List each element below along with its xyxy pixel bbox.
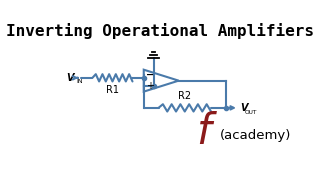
Text: Inverting Operational Amplifiers: Inverting Operational Amplifiers: [6, 23, 314, 39]
Text: V: V: [240, 103, 248, 113]
Text: OUT: OUT: [244, 109, 257, 114]
Text: $\mathit{f}$: $\mathit{f}$: [196, 111, 218, 153]
Text: V: V: [66, 73, 74, 83]
Text: +: +: [146, 81, 154, 91]
Text: IN: IN: [76, 79, 83, 84]
Text: R1: R1: [106, 85, 119, 95]
Text: −: −: [146, 70, 154, 80]
Text: R2: R2: [178, 91, 191, 101]
Text: (academy): (academy): [220, 129, 292, 142]
